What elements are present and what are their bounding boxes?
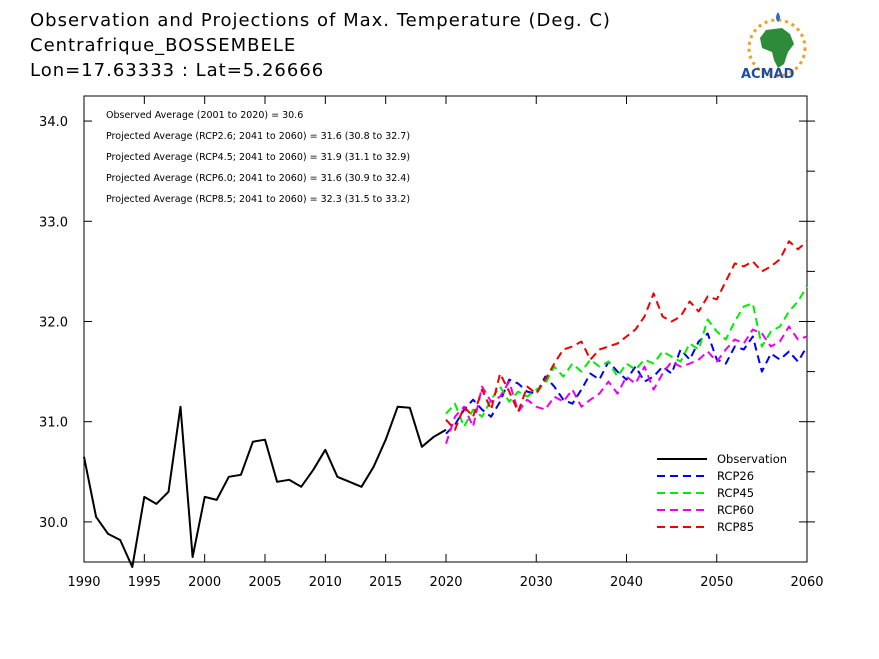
y-tick-label: 30.0 <box>39 516 68 531</box>
africa-map-sun-icon <box>747 12 807 78</box>
acmad-logo: ACMAD <box>741 12 807 82</box>
annotation-rcp45: Projected Average (RCP4.5; 2041 to 2060)… <box>106 152 410 163</box>
x-tick-label: 2020 <box>429 575 462 590</box>
x-tick-label: 2015 <box>369 575 402 590</box>
annotations: Observed Average (2001 to 2020) = 30.6 P… <box>106 110 410 205</box>
annotation-observed: Observed Average (2001 to 2020) = 30.6 <box>106 110 303 121</box>
x-tick-label: 2000 <box>188 575 221 590</box>
series-line-observation <box>83 405 447 568</box>
station-coordinates: Lon=17.63333 : Lat=5.26666 <box>30 60 324 81</box>
y-tick-label: 34.0 <box>39 115 68 130</box>
legend-label-rcp45: RCP45 <box>717 486 754 500</box>
legend: Observation RCP26 RCP45 RCP60 RCP85 <box>657 452 787 534</box>
x-tick-label: 2050 <box>700 575 733 590</box>
legend-label-rcp26: RCP26 <box>717 469 754 483</box>
series-line-rcp85 <box>445 240 808 431</box>
series-line-rcp26 <box>445 332 808 435</box>
chart-title: Observation and Projections of Max. Temp… <box>30 10 611 31</box>
station-name: Centrafrique_BOSSEMBELE <box>30 35 296 56</box>
x-tick-label: 2010 <box>309 575 342 590</box>
chart-header: Observation and Projections of Max. Temp… <box>30 10 611 81</box>
legend-label-rcp60: RCP60 <box>717 503 754 517</box>
annotation-rcp60: Projected Average (RCP6.0; 2041 to 2060)… <box>106 173 410 184</box>
legend-label-rcp85: RCP85 <box>717 520 754 534</box>
x-tick-label: 2030 <box>520 575 553 590</box>
y-tick-label: 31.0 <box>39 416 68 431</box>
annotation-rcp26: Projected Average (RCP2.6; 2041 to 2060)… <box>106 131 410 142</box>
x-tick-label: 1995 <box>128 575 161 590</box>
x-tick-label: 1990 <box>67 575 100 590</box>
x-tick-label: 2060 <box>790 575 823 590</box>
series-layer <box>83 240 808 568</box>
y-tick-label: 33.0 <box>39 215 68 230</box>
legend-label-observation: Observation <box>717 452 787 466</box>
x-tick-label: 2005 <box>248 575 281 590</box>
annotation-rcp85: Projected Average (RCP8.5; 2041 to 2060)… <box>106 194 410 205</box>
x-tick-label: 2040 <box>610 575 643 590</box>
y-tick-label: 32.0 <box>39 315 68 330</box>
logo-text: ACMAD <box>741 67 795 82</box>
series-line-rcp45 <box>445 285 808 428</box>
axes: 1990 1995 2000 2005 2010 2015 2020 2030 2040 2050… <box>39 96 824 590</box>
series-line-rcp60 <box>445 325 808 445</box>
